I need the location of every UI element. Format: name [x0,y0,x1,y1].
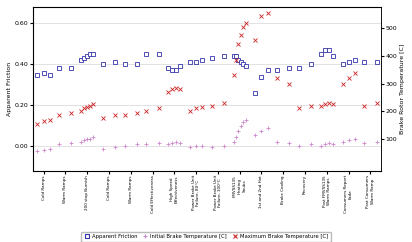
Legend: Apparent Friction, Initial Brake Temperature [C], Maximum Brake Temperature [C]: Apparent Friction, Initial Brake Tempera… [81,232,331,242]
Y-axis label: Apparent Friction: Apparent Friction [7,62,12,116]
Y-axis label: Brake Rotor Temperature [C]: Brake Rotor Temperature [C] [400,44,405,134]
